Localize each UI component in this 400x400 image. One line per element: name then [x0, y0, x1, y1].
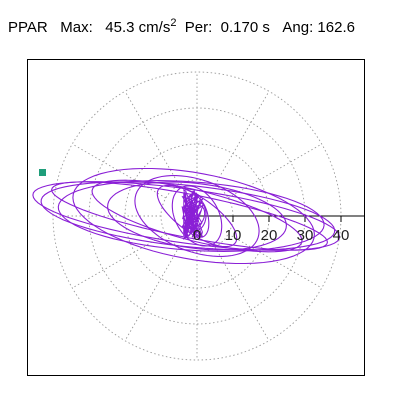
grid-spoke	[214, 246, 270, 341]
trace-loop	[134, 175, 260, 257]
trace-loop	[91, 179, 303, 253]
grid-spoke	[72, 143, 167, 199]
start-marker	[39, 169, 46, 176]
angle-label: Ang:	[282, 19, 314, 36]
component-label: PPAR	[8, 19, 48, 36]
max-unit: cm/s2	[138, 17, 177, 36]
plot-header: PPAR Max: 45.3 cm/s2 Per: 0.170 s Ang: 1…	[8, 17, 355, 37]
grid-spoke	[124, 246, 180, 341]
period-label: Per:	[184, 19, 213, 36]
trace-loop	[51, 181, 328, 251]
period-value: 0.170 s	[220, 19, 270, 36]
axis-tick-label: 30	[297, 227, 314, 244]
trace-loop	[40, 181, 336, 251]
trace-loop	[57, 180, 325, 252]
grid-spoke	[227, 143, 322, 199]
particle-motion-trace	[32, 167, 341, 265]
axis-tick-label: 0	[193, 227, 201, 244]
trace-loop	[107, 181, 287, 251]
angle-value: 162.6	[317, 19, 355, 36]
trace-origin-jitter	[181, 188, 205, 240]
axis-tick-label: 20	[261, 227, 278, 244]
axis-tick-label: 10	[225, 227, 242, 244]
radial-tick-labels: 0 10 20 30 40	[193, 227, 350, 244]
grid-spoke	[214, 91, 270, 186]
max-value: 45.3	[105, 19, 135, 36]
trace-loop	[72, 167, 315, 265]
grid-spoke	[124, 91, 180, 186]
axis-tick-label: 40	[333, 227, 350, 244]
trace-loop	[156, 184, 238, 248]
max-label: Max:	[60, 19, 93, 36]
trace-loop	[171, 185, 223, 247]
